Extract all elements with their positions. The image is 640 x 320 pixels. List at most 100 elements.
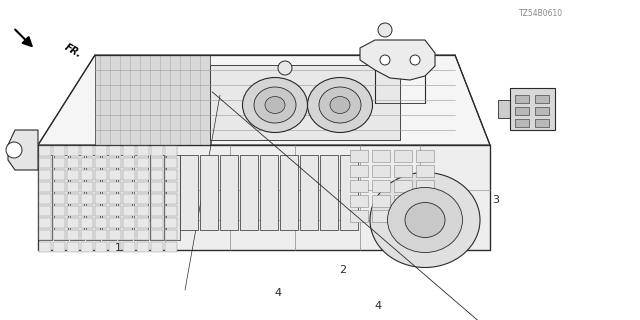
Bar — [53, 182, 65, 192]
Bar — [123, 182, 135, 192]
Bar — [95, 218, 107, 228]
Bar — [151, 194, 163, 204]
Bar — [151, 230, 163, 240]
Bar — [137, 218, 149, 228]
Polygon shape — [360, 40, 435, 80]
Bar — [39, 194, 51, 204]
Bar — [394, 165, 412, 177]
Bar — [416, 210, 434, 222]
Polygon shape — [54, 155, 68, 240]
Bar — [53, 158, 65, 168]
Text: 3: 3 — [493, 195, 499, 205]
Bar — [416, 165, 434, 177]
Bar — [81, 242, 93, 252]
Bar — [165, 170, 177, 180]
Bar — [350, 210, 368, 222]
Bar — [67, 194, 79, 204]
Circle shape — [378, 23, 392, 37]
Bar — [39, 218, 51, 228]
Bar — [109, 158, 121, 168]
Bar — [394, 195, 412, 207]
Bar — [372, 165, 390, 177]
Text: 4: 4 — [275, 288, 282, 298]
Bar — [81, 194, 93, 204]
Bar — [165, 218, 177, 228]
Polygon shape — [180, 155, 198, 230]
Bar — [394, 150, 412, 162]
Polygon shape — [118, 155, 132, 240]
Bar — [416, 180, 434, 192]
Bar — [535, 95, 549, 103]
Ellipse shape — [330, 97, 350, 114]
Polygon shape — [38, 155, 52, 240]
Bar — [394, 180, 412, 192]
Bar — [165, 182, 177, 192]
Bar — [372, 180, 390, 192]
Bar — [81, 218, 93, 228]
Polygon shape — [95, 55, 210, 145]
Bar — [123, 230, 135, 240]
Bar — [535, 107, 549, 115]
Ellipse shape — [243, 77, 307, 132]
Bar — [95, 158, 107, 168]
Circle shape — [6, 142, 22, 158]
Bar — [67, 158, 79, 168]
Polygon shape — [280, 155, 298, 230]
Bar — [151, 206, 163, 216]
Bar — [95, 206, 107, 216]
Polygon shape — [134, 155, 148, 240]
Polygon shape — [300, 155, 318, 230]
Bar — [137, 242, 149, 252]
Polygon shape — [38, 55, 490, 145]
Polygon shape — [102, 155, 116, 240]
Bar — [123, 170, 135, 180]
Polygon shape — [210, 65, 400, 140]
Bar — [39, 182, 51, 192]
Bar — [81, 206, 93, 216]
Bar — [53, 170, 65, 180]
Bar — [67, 146, 79, 156]
Bar — [53, 218, 65, 228]
Bar — [123, 158, 135, 168]
Circle shape — [410, 55, 420, 65]
Polygon shape — [166, 155, 180, 240]
Bar — [123, 206, 135, 216]
Bar — [151, 158, 163, 168]
Bar — [151, 218, 163, 228]
Bar — [53, 194, 65, 204]
Text: 4: 4 — [374, 300, 381, 311]
Bar — [67, 170, 79, 180]
Text: FR.: FR. — [63, 42, 84, 60]
Bar — [67, 230, 79, 240]
Bar — [123, 146, 135, 156]
Text: 1: 1 — [115, 243, 122, 253]
Bar — [39, 170, 51, 180]
Bar — [165, 206, 177, 216]
Polygon shape — [510, 88, 555, 130]
Bar — [372, 150, 390, 162]
Bar — [416, 195, 434, 207]
Bar — [81, 182, 93, 192]
Bar — [39, 206, 51, 216]
Bar — [137, 230, 149, 240]
Bar — [515, 119, 529, 127]
Bar — [95, 242, 107, 252]
Bar — [109, 194, 121, 204]
Polygon shape — [150, 155, 164, 240]
Bar — [81, 230, 93, 240]
Bar — [53, 206, 65, 216]
Polygon shape — [8, 130, 38, 170]
Bar — [151, 170, 163, 180]
Bar — [165, 230, 177, 240]
Bar — [95, 170, 107, 180]
Bar — [137, 158, 149, 168]
Polygon shape — [86, 155, 100, 240]
Bar — [109, 218, 121, 228]
Bar — [67, 182, 79, 192]
Bar — [165, 242, 177, 252]
Bar — [137, 182, 149, 192]
Polygon shape — [70, 155, 84, 240]
Bar — [416, 150, 434, 162]
Ellipse shape — [319, 87, 361, 123]
Polygon shape — [38, 145, 490, 250]
